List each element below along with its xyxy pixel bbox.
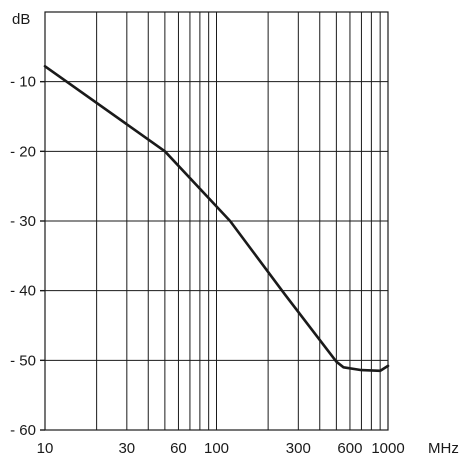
x-tick-label: 1000 [371, 440, 404, 457]
y-tick-label: - 60 [10, 422, 36, 439]
x-tick-label: 60 [170, 440, 187, 457]
y-tick-label: - 20 [10, 143, 36, 160]
x-tick-label: 30 [118, 440, 135, 457]
y-tick-label: - 40 [10, 283, 36, 300]
grid [44, 12, 389, 430]
series-layer [43, 65, 390, 373]
x-tick-label: 300 [286, 440, 311, 457]
x-axis-label: MHz [428, 440, 459, 457]
y-tick-label: - 30 [10, 213, 36, 230]
x-tick-label: 10 [37, 440, 54, 457]
y-axis-label: dB [12, 11, 30, 28]
series-line [43, 65, 390, 373]
y-tick-label: - 50 [10, 352, 36, 369]
x-tick-label: 100 [204, 440, 229, 457]
x-tick-label: 600 [337, 440, 362, 457]
y-tick-label: - 10 [10, 74, 36, 91]
axis-ticks [40, 80, 45, 431]
